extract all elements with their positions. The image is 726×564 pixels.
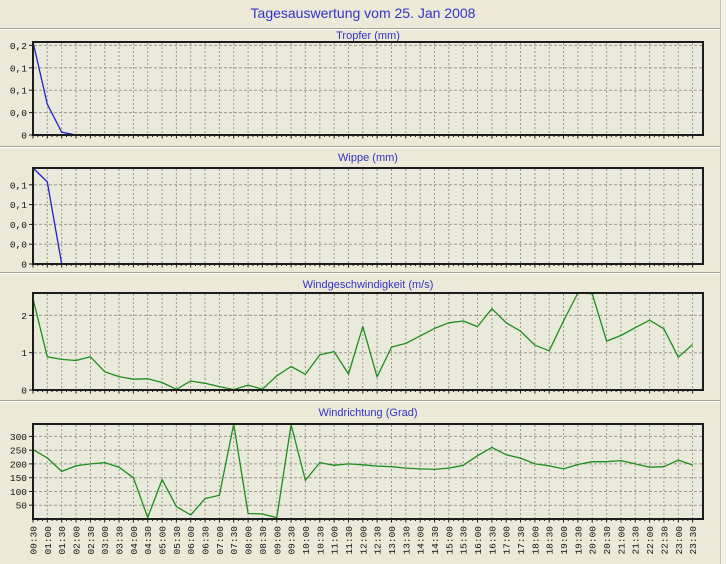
x-axis-time-label: 18:30 <box>545 526 556 555</box>
x-axis-time-label: 22:00 <box>645 526 656 555</box>
y-tick-label: 0,1 <box>10 180 27 191</box>
x-axis-time-label: 10:00 <box>301 526 312 555</box>
windrichtung-plot-area <box>33 424 703 519</box>
x-axis-time-label: 22:30 <box>659 526 670 555</box>
windgeschwindigkeit-plot-area <box>33 293 703 390</box>
x-axis-time-label: 11:30 <box>344 526 355 555</box>
x-axis-time-label: 15:30 <box>459 526 470 555</box>
tropfer-chart-title: Tropfer (mm) <box>336 30 400 42</box>
x-axis-time-label: 20:30 <box>602 526 613 555</box>
section-dividers <box>0 28 726 402</box>
x-axis-time-label: 18:00 <box>530 526 541 555</box>
x-axis-time-label: 01:00 <box>43 526 54 555</box>
tropfer-plot-frame <box>32 41 704 136</box>
wippe-chart-title: Wippe (mm) <box>338 152 398 164</box>
x-axis-time-label: 02:00 <box>72 526 83 555</box>
window-edge-strip <box>721 0 726 564</box>
y-tick-label: 0,2 <box>10 41 27 52</box>
wippe-chart-plot: 0,1 0,1 0,0 0,0 0 <box>10 167 704 271</box>
x-axis-time-label: 07:00 <box>215 526 226 555</box>
y-tick-label: 0,0 <box>10 108 27 119</box>
windrichtung-chart-title: Windrichtung (Grad) <box>318 407 417 419</box>
y-tick-label: 1 <box>21 348 27 359</box>
y-tick-label: 250 <box>10 446 27 457</box>
windgeschwindigkeit-chart-plot: 2 1 0 <box>21 292 704 397</box>
y-tick-label: 0 <box>21 260 27 271</box>
wippe-plot-frame <box>32 167 704 265</box>
y-tick-label: 300 <box>10 432 27 443</box>
x-axis-time-label: 02:30 <box>86 526 97 555</box>
y-tick-label: 0 <box>21 386 27 397</box>
x-axis-time-label: 08:30 <box>258 526 269 555</box>
x-axis-time-label: 03:30 <box>115 526 126 555</box>
y-tick-label: 50 <box>16 501 28 512</box>
y-tick-label: 2 <box>21 311 27 322</box>
windrichtung-data-line <box>32 423 693 519</box>
x-axis-time-label: 05:00 <box>158 526 169 555</box>
windgeschwindigkeit-chart-title: Windgeschwindigkeit (m/s) <box>303 279 434 291</box>
x-axis-time-label: 16:00 <box>473 526 484 555</box>
window-edge <box>720 0 726 564</box>
x-axis-time-label: 08:00 <box>244 526 255 555</box>
x-axis-time-label: 19:30 <box>573 526 584 555</box>
x-axis-time-label: 13:30 <box>401 526 412 555</box>
x-axis-time-label: 09:30 <box>287 526 298 555</box>
x-axis-time-label: 00:30 <box>29 526 40 555</box>
x-axis-time-label: 21:30 <box>631 526 642 555</box>
x-axis-time-label: 12:30 <box>373 526 384 555</box>
x-axis-time-label: 12:00 <box>358 526 369 555</box>
x-axis-time-label: 17:30 <box>516 526 527 555</box>
x-axis-time-label: 20:00 <box>588 526 599 555</box>
windrichtung-chart-plot: 300 250 200 150 100 50 00:30 01:00 01:30 02:00 02:… <box>10 423 704 555</box>
y-tick-label: 0,0 <box>10 220 27 231</box>
x-axis-time-label: 15:00 <box>444 526 455 555</box>
x-axis-time-label: 09:00 <box>272 526 283 555</box>
windgeschwindigkeit-plot-frame <box>32 292 704 391</box>
y-tick-label: 0 <box>21 131 27 142</box>
x-axis-time-label: 04:00 <box>129 526 140 555</box>
x-axis-time-label: 13:00 <box>387 526 398 555</box>
x-axis-time-label: 23:30 <box>688 526 699 555</box>
page-title: Tagesauswertung vom 25. Jan 2008 <box>251 5 476 21</box>
x-axis-time-label: 01:30 <box>57 526 68 555</box>
y-tick-label: 0,1 <box>10 86 27 97</box>
x-axis-time-label: 07:30 <box>229 526 240 555</box>
x-axis-time-label: 14:00 <box>416 526 427 555</box>
y-tick-label: 100 <box>10 487 27 498</box>
tropfer-plot-area <box>33 42 703 135</box>
x-axis-time-label: 10:30 <box>315 526 326 555</box>
windrichtung-plot-frame <box>32 423 704 520</box>
x-axis-time-label: 16:30 <box>487 526 498 555</box>
x-axis-time-label: 05:30 <box>172 526 183 555</box>
y-tick-label: 200 <box>10 459 27 470</box>
x-axis-time-label: 14:30 <box>430 526 441 555</box>
x-axis-time-label: 11:00 <box>330 526 341 555</box>
x-axis-time-label: 19:00 <box>559 526 570 555</box>
wippe-plot-area <box>33 168 703 264</box>
x-axis-time-label: 17:00 <box>502 526 513 555</box>
tropfer-chart-plot: 0,2 0,1 0,1 0,0 0 <box>10 41 704 142</box>
x-axis-time-label: 23:00 <box>674 526 685 555</box>
y-tick-label: 0,0 <box>10 240 27 251</box>
x-axis-time-label: 04:30 <box>143 526 154 555</box>
x-axis-time-label: 03:00 <box>100 526 111 555</box>
y-tick-label: 0,1 <box>10 200 27 211</box>
x-axis-time-label: 06:30 <box>201 526 212 555</box>
x-axis-time-label: 06:00 <box>186 526 197 555</box>
x-axis-time-label: 21:00 <box>616 526 627 555</box>
y-tick-label: 150 <box>10 473 27 484</box>
y-tick-label: 0,1 <box>10 63 27 74</box>
